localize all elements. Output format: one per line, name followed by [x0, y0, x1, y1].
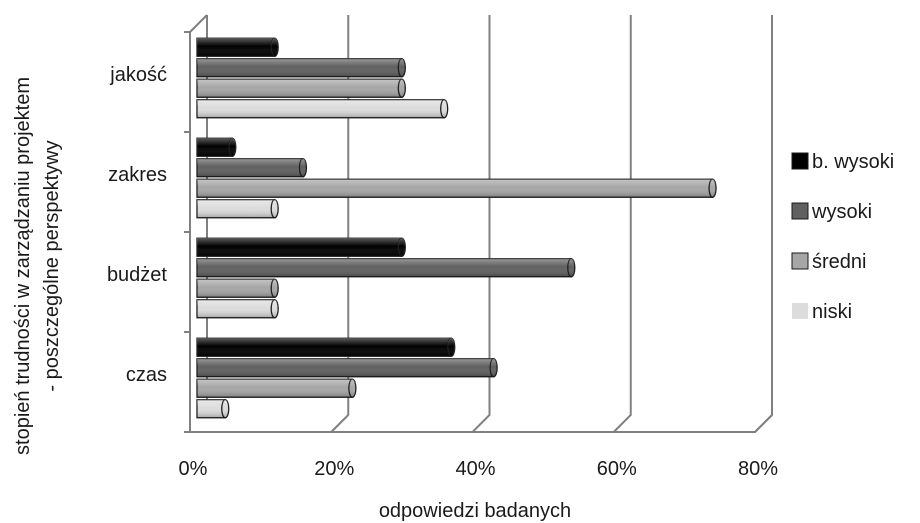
legend-label: średni	[812, 251, 866, 273]
legend-swatch	[791, 152, 809, 170]
x-tick-label: 0%	[179, 458, 208, 480]
gridline	[613, 15, 632, 433]
bar	[196, 137, 237, 157]
category-label: zakres	[108, 164, 167, 186]
bar	[196, 58, 406, 78]
bar	[196, 378, 357, 398]
x-tick-label: 80%	[738, 458, 778, 480]
category-labels: jakość zakres budżet czas	[107, 64, 167, 386]
bar	[196, 337, 456, 357]
bar	[196, 199, 279, 219]
gridline	[754, 15, 773, 433]
bar	[196, 178, 717, 198]
category-label: jakość	[109, 64, 167, 86]
gridlines	[330, 15, 773, 433]
legend: b. wysoki wysoki średni niski	[791, 151, 894, 323]
bar	[196, 358, 498, 378]
gridline	[330, 15, 350, 433]
legend-label: b. wysoki	[812, 151, 894, 173]
bar	[196, 299, 279, 319]
x-tick-labels: 0% 20% 40% 60% 80%	[179, 458, 779, 480]
legend-label: niski	[812, 301, 852, 323]
category-label: czas	[126, 364, 167, 386]
legend-swatch	[791, 202, 809, 220]
legend-item: b. wysoki	[791, 151, 894, 173]
bar	[196, 99, 449, 119]
gridline	[471, 15, 491, 433]
legend-swatch	[792, 303, 808, 319]
legend-item: średni	[791, 251, 866, 273]
bar	[196, 399, 230, 419]
x-axis-title: odpowiedzi badanych	[379, 500, 571, 522]
legend-item: wysoki	[791, 201, 872, 223]
bar	[196, 78, 406, 98]
side-wall-top-edge	[189, 14, 208, 33]
bar	[196, 37, 279, 57]
x-tick-label: 60%	[597, 458, 637, 480]
bar	[196, 278, 279, 298]
x-tick-label: 40%	[455, 458, 495, 480]
category-label: budżet	[107, 264, 167, 286]
legend-label: wysoki	[811, 201, 872, 223]
legend-item: niski	[792, 301, 852, 323]
x-tick-label: 20%	[314, 458, 354, 480]
y-axis-title-line1: stopień trudności w zarządzaniu projekte…	[12, 77, 34, 455]
bar	[196, 158, 308, 178]
legend-swatch	[791, 252, 809, 270]
bars	[196, 37, 717, 419]
y-axis-title-line2: - poszczególne perspektywy	[41, 140, 63, 391]
bar	[196, 258, 576, 278]
bar	[196, 237, 406, 257]
